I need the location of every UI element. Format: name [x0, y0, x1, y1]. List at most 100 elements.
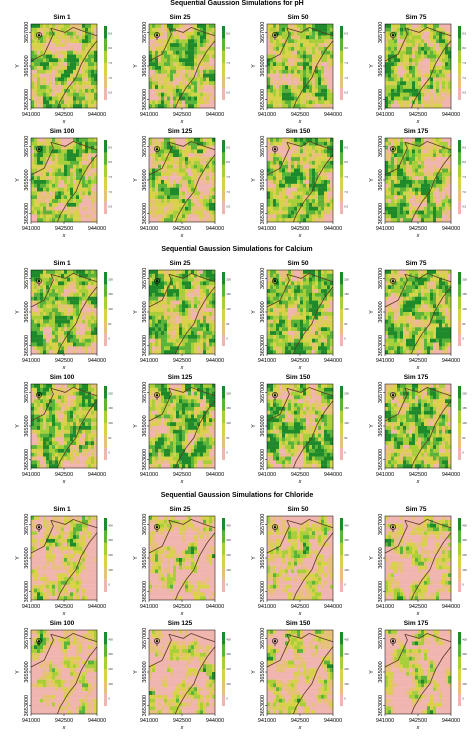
raster-cell: [406, 88, 410, 93]
raster-cell: [43, 138, 47, 142]
raster-cell: [94, 346, 98, 351]
raster-cell: [40, 172, 44, 177]
raster-cell: [394, 183, 398, 188]
raster-cell: [152, 50, 156, 55]
raster-cell: [309, 164, 313, 169]
raster-cell: [273, 62, 277, 67]
raster-cell: [155, 218, 159, 223]
raster-cell: [149, 315, 153, 320]
raster-cell: [55, 183, 59, 188]
raster-cell: [291, 183, 295, 188]
raster-cell: [82, 338, 86, 343]
raster-cell: [67, 35, 71, 40]
raster-cell: [203, 214, 207, 219]
raster-cell: [197, 323, 201, 328]
raster-cell: [279, 195, 283, 200]
raster-cell: [49, 285, 53, 290]
raster-cell: [448, 81, 452, 86]
raster-cell: [291, 88, 295, 93]
raster-cell: [34, 69, 38, 74]
raster-cell: [270, 81, 274, 86]
raster-cell: [415, 88, 419, 93]
raster-cell: [197, 199, 201, 204]
raster-cell: [161, 92, 165, 97]
raster-cell: [324, 191, 328, 196]
raster-cell: [276, 66, 280, 70]
raster-cell: [52, 187, 56, 192]
raster-cell: [82, 308, 86, 313]
raster-cell: [206, 300, 210, 305]
raster-cell: [182, 176, 186, 181]
raster-cell: [400, 191, 404, 196]
raster-cell: [203, 100, 207, 105]
raster-cell: [442, 24, 446, 28]
raster-cell: [321, 54, 325, 59]
raster-cell: [385, 62, 389, 67]
raster-cell: [312, 199, 316, 204]
raster-cell: [194, 77, 198, 82]
raster-cell: [400, 176, 404, 181]
raster-cell: [400, 66, 404, 70]
raster-cell: [70, 334, 74, 339]
raster-cell: [164, 304, 168, 309]
raster-cell: [194, 206, 198, 211]
raster-cell: [273, 46, 277, 51]
raster-cell: [164, 327, 168, 332]
raster-cell: [40, 338, 44, 343]
colorbar-segment: [104, 63, 107, 76]
raster-cell: [37, 157, 41, 162]
raster-cell: [421, 145, 425, 150]
raster-cell: [439, 35, 443, 40]
raster-cell: [315, 54, 319, 59]
raster-cell: [191, 149, 195, 154]
raster-cell: [394, 199, 398, 204]
raster-cell: [448, 50, 452, 55]
raster-cell: [288, 153, 292, 158]
colorbar-segment: [340, 189, 343, 202]
raster-cell: [418, 92, 422, 97]
raster-cell: [179, 69, 183, 74]
raster-cell: [58, 180, 62, 184]
raster-cell: [158, 218, 162, 223]
raster-cell: [94, 168, 98, 173]
raster-cell: [397, 138, 401, 142]
raster-cell: [70, 273, 74, 278]
raster-cell: [76, 153, 80, 158]
raster-cell: [88, 210, 92, 215]
raster-cell: [34, 191, 38, 196]
raster-cell: [152, 285, 156, 290]
raster-cell: [306, 206, 310, 211]
raster-cell: [91, 104, 95, 109]
raster-cell: [273, 153, 277, 158]
colorbar-segment: [458, 50, 461, 64]
raster-cell: [188, 334, 192, 339]
raster-cell: [312, 35, 316, 40]
raster-cell: [433, 145, 437, 150]
raster-cell: [403, 77, 407, 82]
raster-cell: [321, 160, 325, 165]
raster-cell: [91, 350, 95, 355]
raster-cell: [324, 35, 328, 40]
raster-cell: [46, 350, 50, 355]
raster-cell: [49, 195, 53, 200]
raster-cell: [297, 54, 301, 59]
y-tick-label: 3655000: [24, 301, 30, 322]
raster-cell: [291, 157, 295, 162]
raster-cell: [37, 183, 41, 188]
raster-cell: [400, 73, 404, 78]
raster-cell: [279, 199, 283, 204]
raster-cell: [37, 289, 41, 294]
raster-cell: [164, 85, 168, 90]
raster-cell: [306, 210, 310, 215]
raster-cell: [421, 157, 425, 162]
raster-cell: [327, 85, 331, 90]
raster-cell: [64, 191, 68, 196]
raster-cell: [324, 153, 328, 158]
raster-cell: [37, 195, 41, 200]
raster-cell: [182, 27, 186, 32]
raster-cell: [412, 62, 416, 67]
raster-cell: [200, 183, 204, 188]
y-tick-label: 3655000: [24, 55, 30, 76]
raster-cell: [31, 319, 35, 324]
raster-cell: [94, 176, 98, 181]
